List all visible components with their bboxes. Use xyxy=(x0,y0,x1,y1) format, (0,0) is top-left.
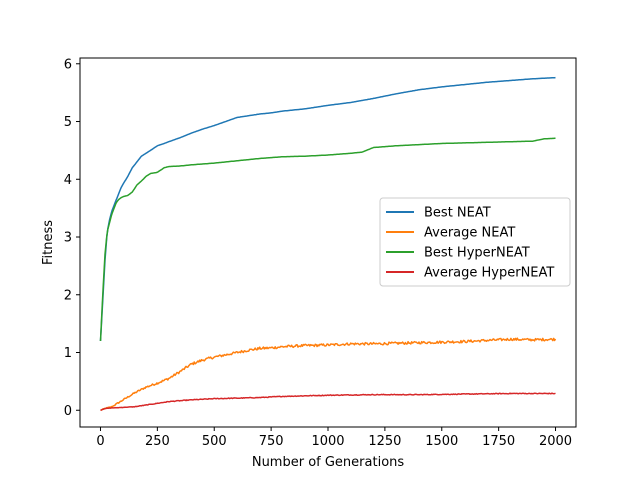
legend-box xyxy=(379,197,571,287)
y-tick-label: 1 xyxy=(64,346,72,361)
y-tick-label: 3 xyxy=(64,231,72,246)
series-line-average-neat xyxy=(100,337,557,411)
legend-label: Average HyperNEAT xyxy=(424,266,554,281)
series-line-best-hyperneat xyxy=(99,137,556,342)
y-axis: 0 1 2 3 4 5 6 xyxy=(64,57,80,419)
series-line-average-hyperneat xyxy=(100,392,556,412)
legend-label: Best NEAT xyxy=(424,206,491,221)
legend-label: Best HyperNEAT xyxy=(424,246,530,261)
x-tick-label: 0 xyxy=(96,434,104,449)
y-axis-label: Fitness xyxy=(41,220,56,265)
x-tick-label: 2000 xyxy=(539,434,572,449)
y-tick-label: 4 xyxy=(64,173,72,188)
x-tick-label: 250 xyxy=(145,434,170,449)
legend-label: Average NEAT xyxy=(424,226,515,241)
x-tick-label: 1250 xyxy=(368,434,401,449)
y-tick-label: 5 xyxy=(64,115,72,130)
x-axis: 0 250 500 750 1000 1250 1500 1750 2000 xyxy=(96,427,572,449)
legend: Best NEAT Average NEAT Best HyperNEAT Avera… xyxy=(379,197,571,287)
x-tick-label: 1500 xyxy=(425,434,458,449)
y-tick-label: 0 xyxy=(64,404,72,419)
series-line-best-neat xyxy=(99,76,556,342)
x-tick-label: 500 xyxy=(202,434,227,449)
x-tick-label: 1750 xyxy=(482,434,515,449)
y-tick-label: 6 xyxy=(64,57,72,72)
x-tick-label: 750 xyxy=(259,434,284,449)
x-tick-label: 1000 xyxy=(311,434,344,449)
x-axis-label: Number of Generations xyxy=(252,455,405,470)
y-tick-label: 2 xyxy=(64,288,72,303)
plot-area xyxy=(99,76,557,412)
